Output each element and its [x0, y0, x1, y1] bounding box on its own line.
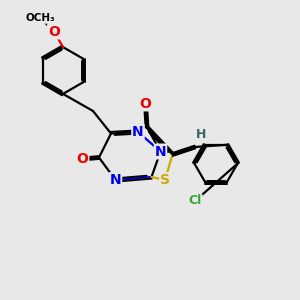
- Text: O: O: [140, 97, 152, 110]
- Text: Cl: Cl: [188, 194, 202, 208]
- Text: H: H: [196, 128, 206, 142]
- Text: N: N: [110, 173, 121, 187]
- Text: O: O: [48, 25, 60, 38]
- Text: O: O: [76, 152, 88, 166]
- Text: N: N: [155, 145, 166, 158]
- Text: OCH₃: OCH₃: [26, 13, 56, 23]
- Text: N: N: [132, 125, 144, 139]
- Text: S: S: [160, 173, 170, 187]
